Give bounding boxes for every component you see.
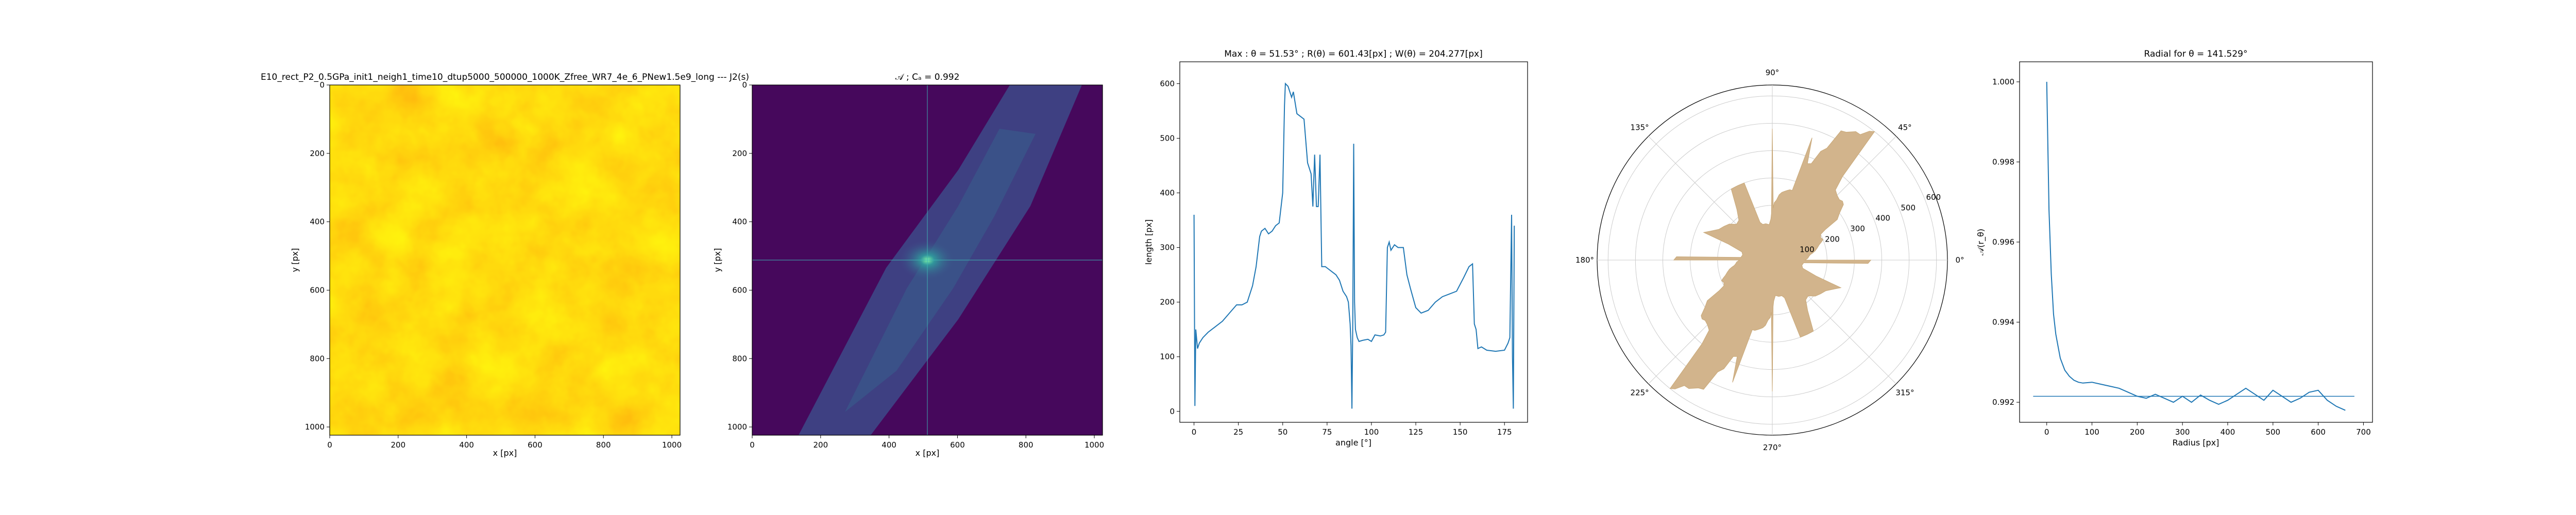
polar-radial-label: 400 <box>1875 214 1890 223</box>
polar-angle-label: 225° <box>1631 388 1649 397</box>
j2-heatmap-ylabel: y [px] <box>290 248 300 272</box>
y-tick-label: 800 <box>732 354 747 363</box>
x-tick-label: 600 <box>950 440 965 450</box>
polar-angle-label: 180° <box>1575 255 1594 265</box>
polar-angle-label: 270° <box>1763 443 1782 452</box>
length-plot-frame <box>1179 61 1528 423</box>
j2-heatmap-texture <box>330 85 680 435</box>
polar-radial-label: 500 <box>1901 203 1916 212</box>
radial-plot-ylabel: 𝒜(r_θ) <box>1976 229 1986 255</box>
x-tick-label: 600 <box>528 440 543 450</box>
radial-plot-title: Radial for θ = 141.529° <box>2144 49 2248 59</box>
polar-angle-label: 315° <box>1895 388 1914 397</box>
polar-angle-label: 0° <box>1955 255 1964 265</box>
y-tick-label: 0 <box>1170 407 1175 416</box>
x-tick-label: 25 <box>1233 427 1243 437</box>
x-tick-label: 1000 <box>662 440 682 450</box>
radial-plot-frame <box>2019 61 2373 423</box>
x-tick-label: 200 <box>2130 427 2145 437</box>
y-tick-label: 100 <box>1160 352 1175 362</box>
j2-heatmap-panel: E10_rect_P2_0.5GPa_init1_neigh1_time10_d… <box>261 72 749 458</box>
x-tick-label: 800 <box>596 440 611 450</box>
y-tick-label: 300 <box>1160 243 1175 252</box>
x-tick-label: 400 <box>459 440 474 450</box>
x-tick-label: 150 <box>1453 427 1468 437</box>
y-tick-label: 800 <box>310 354 325 363</box>
autocorrelation-panel: 𝒜 ; Cₐ = 0.992 x [px] y [px] 0 200 400 600 8… <box>713 72 1104 458</box>
y-tick-label: 1000 <box>305 422 325 432</box>
length-vs-angle-panel: Max : θ = 51.53° ; R(θ) = 601.43[px] ; W… <box>1144 49 1528 448</box>
x-tick-label: 700 <box>2356 427 2371 437</box>
j2-heatmap-title: E10_rect_P2_0.5GPa_init1_neigh1_time10_d… <box>261 72 749 82</box>
radial-plot-xlabel: Radius [px] <box>2173 438 2219 448</box>
x-tick-label: 0 <box>1192 427 1197 437</box>
radial-series-line <box>2046 81 2346 411</box>
y-tick-label: 0.992 <box>1992 398 2014 407</box>
polar-angle-label: 135° <box>1631 123 1649 132</box>
length-plot-xlabel: angle [°] <box>1335 438 1371 448</box>
x-tick-label: 75 <box>1322 427 1332 437</box>
x-tick-label: 600 <box>2311 427 2326 437</box>
length-plot-ylabel: length [px] <box>1144 219 1154 265</box>
y-tick-label: 0.998 <box>1992 157 2014 166</box>
radial-profile-panel: Radial for θ = 141.529° Radius [px] 𝒜(r_… <box>1976 49 2373 448</box>
autocorrelation-title: 𝒜 ; Cₐ = 0.992 <box>895 72 960 82</box>
polar-panel: 0° 45° 90° 135° 180° 225° 270° 315° 100 200 300 400… <box>1575 68 1964 452</box>
polar-radial-label: 600 <box>1926 193 1941 202</box>
polar-radial-label: 300 <box>1850 224 1865 233</box>
x-tick-label: 0 <box>327 440 332 450</box>
autocorrelation-ylabel: y [px] <box>713 248 722 272</box>
x-tick-label: 400 <box>882 440 896 450</box>
x-tick-label: 200 <box>813 440 828 450</box>
polar-angle-label: 45° <box>1898 123 1912 132</box>
y-tick-label: 0.994 <box>1992 318 2014 327</box>
polar-length-area <box>1669 128 1875 392</box>
x-tick-label: 100 <box>1364 427 1379 437</box>
y-tick-label: 1000 <box>727 422 747 432</box>
length-plot-title: Max : θ = 51.53° ; R(θ) = 601.43[px] ; W… <box>1224 49 1482 59</box>
y-tick-label: 0.996 <box>1992 237 2014 247</box>
y-tick-label: 200 <box>732 149 747 158</box>
y-tick-label: 0 <box>742 80 747 90</box>
x-tick-label: 125 <box>1409 427 1423 437</box>
x-tick-label: 175 <box>1497 427 1512 437</box>
polar-radial-label: 100 <box>1800 245 1815 254</box>
x-tick-label: 0 <box>2044 427 2049 437</box>
y-tick-label: 400 <box>310 217 325 227</box>
y-tick-label: 400 <box>732 217 747 227</box>
x-tick-label: 100 <box>2084 427 2099 437</box>
x-tick-label: 400 <box>2221 427 2235 437</box>
x-tick-label: 500 <box>2265 427 2280 437</box>
y-tick-label: 500 <box>1160 133 1175 143</box>
autocorrelation-xlabel: x [px] <box>916 448 940 458</box>
autocorrelation-frame <box>752 84 1103 436</box>
y-tick-label: 600 <box>1160 79 1175 88</box>
j2-heatmap-xlabel: x [px] <box>493 448 517 458</box>
y-tick-label: 0 <box>319 80 325 90</box>
x-tick-label: 300 <box>2175 427 2190 437</box>
x-tick-label: 50 <box>1278 427 1287 437</box>
y-tick-label: 600 <box>310 285 325 295</box>
polar-angle-label: 90° <box>1766 68 1780 77</box>
length-series-line <box>1193 82 1515 409</box>
y-tick-label: 400 <box>1160 188 1175 198</box>
y-tick-label: 1.000 <box>1992 77 2014 87</box>
x-tick-label: 1000 <box>1084 440 1104 450</box>
j2-heatmap-frame <box>329 84 681 436</box>
y-tick-label: 600 <box>732 285 747 295</box>
x-tick-label: 800 <box>1019 440 1033 450</box>
polar-radial-label: 200 <box>1825 234 1840 244</box>
x-tick-label: 0 <box>750 440 755 450</box>
x-tick-label: 200 <box>391 440 405 450</box>
y-tick-label: 200 <box>1160 298 1175 307</box>
y-tick-label: 200 <box>310 149 325 158</box>
